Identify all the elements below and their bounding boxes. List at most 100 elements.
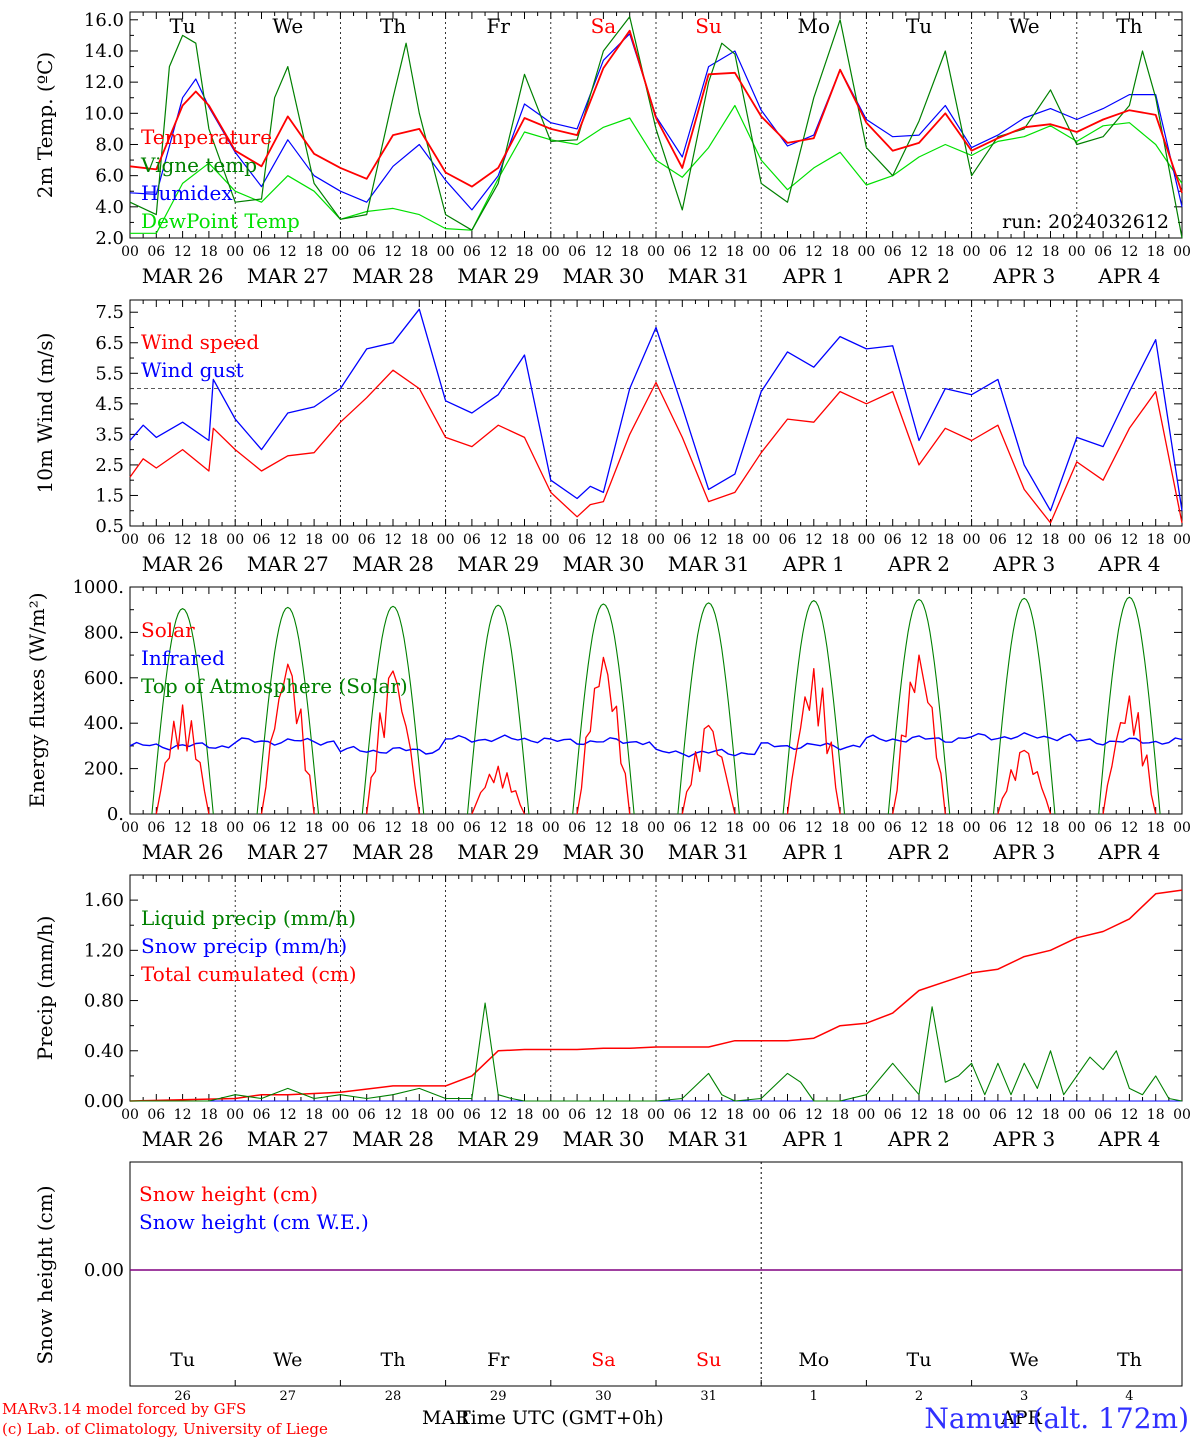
- temperature-panel: 2.0 4.0 6.0 8.0 10.0 12.0 14.0 16.0 00 06 12 18 00 06…: [33, 10, 1191, 288]
- hour-tick-label: 18: [200, 244, 218, 260]
- hour-tick-label: 06: [779, 1107, 797, 1123]
- date-label: MAR 30: [563, 264, 645, 288]
- hour-tick-label: 06: [673, 244, 691, 260]
- date-label: MAR 29: [457, 552, 539, 576]
- y-axis-label: Precip (mm/h): [33, 916, 57, 1061]
- date-label: APR 3: [992, 1127, 1055, 1151]
- day-number-label: 27: [280, 1389, 297, 1404]
- credit-line-1: MARv3.14 model forced by GFS: [2, 1400, 246, 1418]
- hour-tick-label: 00: [1068, 1107, 1086, 1123]
- solar-curve: [471, 765, 526, 815]
- hour-tick-label: 12: [594, 1107, 612, 1123]
- hour-tick-label: 18: [1147, 532, 1165, 548]
- precipitation-panel: 0.00 0.40 0.80 1.20 1.60 00 06 12 18 00 06 12 18 00 06…: [33, 874, 1191, 1151]
- plot-frame: [129, 586, 1183, 815]
- date-label: APR 1: [782, 1127, 845, 1151]
- hour-tick-label: 18: [621, 532, 639, 548]
- date-label: APR 2: [887, 552, 950, 576]
- weekday-label: We: [1009, 14, 1040, 38]
- hour-tick-label: 12: [1015, 820, 1033, 836]
- date-label: MAR 27: [247, 552, 329, 576]
- y-tick-label: 14.0: [84, 41, 124, 62]
- weekday-label: Th: [381, 1349, 406, 1371]
- energy-flux-panel: 0. 200. 400. 600. 800. 1000. 00 06 12 18 00 06 12 18 0…: [25, 577, 1191, 864]
- y-tick-label: 16.0: [84, 10, 124, 31]
- hour-tick-label: 00: [963, 820, 981, 836]
- hour-tick-label: 12: [174, 1107, 192, 1123]
- hour-tick-label: 06: [147, 820, 165, 836]
- hour-tick-label: 18: [410, 244, 428, 260]
- hour-tick-label: 06: [463, 532, 481, 548]
- y-tick-label: 6.5: [95, 333, 124, 354]
- hour-tick-label: 00: [542, 244, 560, 260]
- y-tick-label: 0.40: [84, 1041, 124, 1062]
- y-tick-label: 3.5: [95, 424, 124, 445]
- hour-tick-label: 00: [542, 1107, 560, 1123]
- hour-tick-label: 00: [1173, 532, 1191, 548]
- hour-tick-label: 18: [1147, 820, 1165, 836]
- y-axis-label: 2m Temp. (ºC): [33, 52, 57, 198]
- hour-tick-label: 06: [568, 244, 586, 260]
- hour-tick-label: 00: [857, 244, 875, 260]
- hour-tick-label: 12: [910, 532, 928, 548]
- station-label: Namur (alt. 172m): [924, 1402, 1189, 1435]
- snow-height-panel: 0.00 Snow height (cm) Snow height (cm) Snow…: [33, 1161, 1183, 1404]
- hour-tick-label: 06: [1094, 532, 1112, 548]
- hour-tick-label: 00: [121, 820, 139, 836]
- hour-tick-label: 18: [831, 820, 849, 836]
- hour-tick-label: 12: [910, 820, 928, 836]
- day-number-label: 3: [1020, 1389, 1028, 1404]
- y-tick-label: 0.5: [95, 516, 124, 537]
- hour-tick-label: 06: [989, 244, 1007, 260]
- solar-curve: [1102, 695, 1157, 815]
- solar-curve: [576, 656, 631, 815]
- hour-tick-label: 18: [200, 820, 218, 836]
- infrared-curve: [129, 732, 1183, 758]
- y-tick-label: 0.: [107, 804, 124, 825]
- weekday-label: We: [272, 14, 303, 38]
- toa-solar-curve: [1098, 596, 1161, 815]
- hour-tick-label: 12: [910, 1107, 928, 1123]
- y-axis-label: Snow height (cm): [33, 1185, 57, 1364]
- y-tick-label: 400.: [84, 713, 124, 734]
- hour-tick-label: 06: [463, 820, 481, 836]
- date-label: MAR 31: [668, 264, 750, 288]
- date-label: MAR 31: [668, 1127, 750, 1151]
- hour-tick-label: 18: [1042, 820, 1060, 836]
- hour-tick-label: 00: [752, 532, 770, 548]
- hour-tick-label: 12: [805, 532, 823, 548]
- day-number-label: 29: [490, 1389, 507, 1404]
- hour-tick-label: 06: [884, 1107, 902, 1123]
- y-tick-label: 200.: [84, 759, 124, 780]
- toa-solar-curve: [256, 606, 320, 815]
- hour-tick-label: 00: [647, 244, 665, 260]
- hour-tick-label: 12: [279, 820, 297, 836]
- hour-tick-label: 12: [279, 1107, 297, 1123]
- date-label: MAR 28: [352, 552, 434, 576]
- hour-tick-label: 06: [884, 244, 902, 260]
- wind-panel: 0.5 1.5 2.5 3.5 4.5 5.5 6.5 7.5 00 06 12 18 00 06 12 18…: [33, 299, 1191, 576]
- hour-tick-label: 06: [568, 820, 586, 836]
- solar-curve: [366, 670, 420, 815]
- hour-tick-label: 12: [700, 532, 718, 548]
- hour-tick-label: 12: [384, 244, 402, 260]
- y-tick-label: 6.0: [95, 166, 124, 187]
- toa-solar-curve: [887, 598, 951, 815]
- y-tick-label: 0.00: [84, 1091, 124, 1112]
- hour-tick-label: 18: [1147, 1107, 1165, 1123]
- date-label: APR 1: [782, 840, 845, 864]
- y-tick-label: 0.00: [84, 1260, 124, 1281]
- hour-tick-label: 06: [358, 244, 376, 260]
- date-label: APR 3: [992, 552, 1055, 576]
- hour-tick-label: 06: [253, 820, 271, 836]
- y-tick-label: 2.5: [95, 455, 124, 476]
- hour-tick-label: 00: [226, 244, 244, 260]
- legend-entry: Wind gust: [141, 358, 244, 382]
- date-label: MAR 28: [352, 1127, 434, 1151]
- hour-tick-label: 00: [437, 1107, 455, 1123]
- toa-solar-curve: [677, 602, 740, 815]
- weekday-label: Tu: [907, 1349, 932, 1371]
- legend-entry: Solar: [141, 618, 195, 642]
- hour-tick-label: 06: [463, 1107, 481, 1123]
- date-label: MAR 31: [668, 552, 750, 576]
